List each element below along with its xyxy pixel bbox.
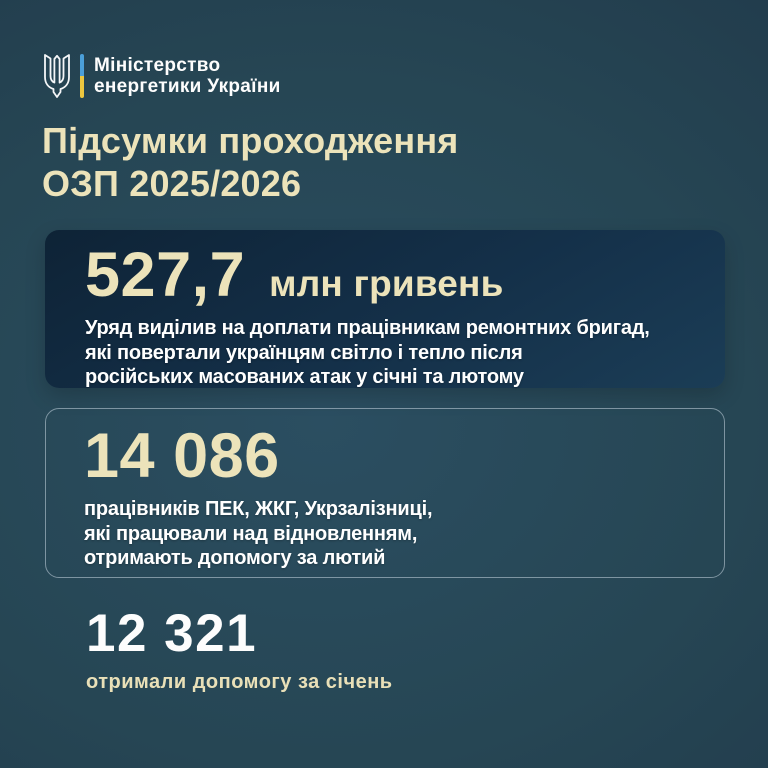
workers-description: працівників ПЕК, ЖКГ, Укрзалізниці, які … — [84, 497, 694, 571]
funding-description-line2: які повертали українцям світло і тепло п… — [85, 341, 523, 364]
stat-january: 12 321 отримали допомогу за січень — [86, 607, 393, 694]
workers-description-line2: які працювали над відновленням, — [84, 522, 418, 545]
january-stat-caption: отримали допомогу за січень — [86, 671, 393, 693]
page-title: Підсумки проходження ОЗП 2025/2026 — [42, 119, 459, 205]
stat-card-funding: 527,7 млн гривень Уряд виділив на доплат… — [45, 230, 725, 388]
workers-value: 14 086 — [84, 421, 280, 491]
ministry-name-line2: енергетики України — [94, 76, 281, 97]
ministry-name: Міністерство енергетики України — [94, 55, 281, 98]
flag-bar-icon — [80, 54, 84, 98]
january-stat-value: 12 321 — [86, 604, 258, 663]
workers-description-line3: отримають допомогу за лютий — [84, 547, 386, 570]
page-title-line2: ОЗП 2025/2026 — [42, 163, 302, 204]
trident-icon — [42, 53, 72, 99]
funding-value: 527,7 — [85, 240, 246, 310]
funding-description-line3: російських масованих атак у січні та лют… — [85, 366, 524, 389]
funding-unit: млн гривень — [269, 263, 504, 304]
page-title-line1: Підсумки проходження — [42, 120, 459, 161]
funding-description-line1: Уряд виділив на доплати працівникам ремо… — [85, 317, 650, 340]
funding-description: Уряд виділив на доплати працівникам ремо… — [85, 316, 695, 390]
stat-card-workers: 14 086 працівників ПЕК, ЖКГ, Укрзалізниц… — [45, 408, 725, 578]
workers-description-line1: працівників ПЕК, ЖКГ, Укрзалізниці, — [84, 498, 433, 521]
ministry-logo: Міністерство енергетики України — [42, 53, 281, 99]
funding-number-row: 527,7 млн гривень — [85, 240, 695, 310]
workers-number-row: 14 086 — [84, 421, 694, 491]
ministry-name-line1: Міністерство — [94, 54, 221, 76]
